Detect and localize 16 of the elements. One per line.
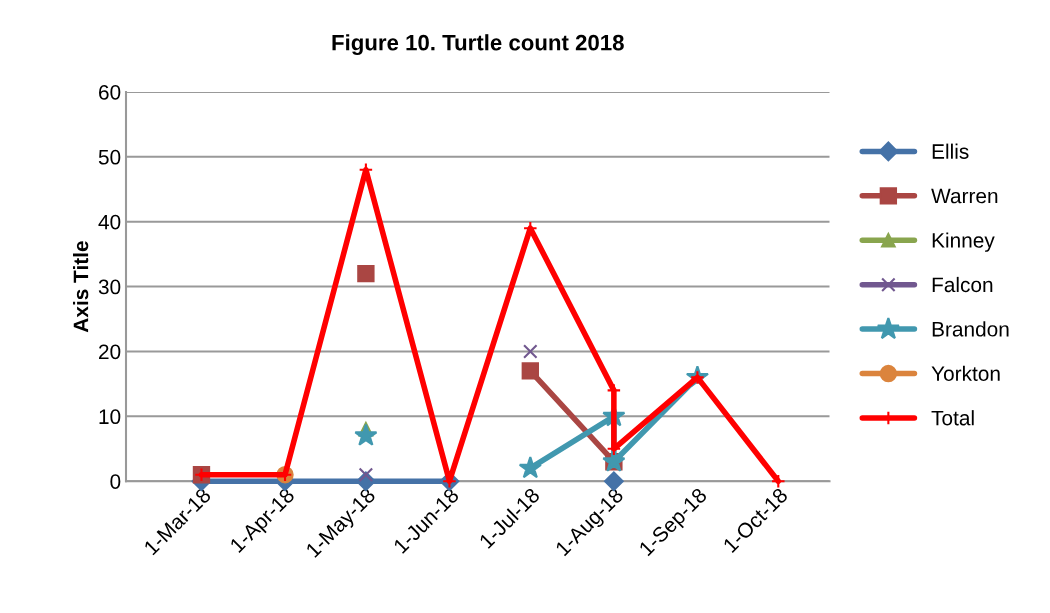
legend-label: Falcon — [932, 276, 993, 293]
chart-title: Figure 10. Turtle count 2018 — [332, 34, 624, 55]
y-tick-label: 60 — [99, 84, 121, 100]
legend-label: Yorkton — [931, 365, 1000, 382]
legend-label: Ellis — [932, 143, 969, 159]
legend-label: Total — [931, 410, 974, 426]
legend-label: Brandon — [932, 321, 1009, 337]
y-tick-label: 30 — [98, 279, 121, 295]
legend-label: Warren — [931, 188, 998, 204]
y-tick-label: 50 — [98, 149, 121, 165]
y-tick-label: 10 — [99, 409, 121, 425]
y-tick-label: 20 — [99, 344, 121, 360]
legend-label: Kinney — [932, 232, 995, 252]
y-tick-label: 0 — [110, 474, 121, 489]
y-tick-label: 40 — [98, 214, 121, 230]
y-axis-title: Axis Title — [72, 241, 89, 333]
